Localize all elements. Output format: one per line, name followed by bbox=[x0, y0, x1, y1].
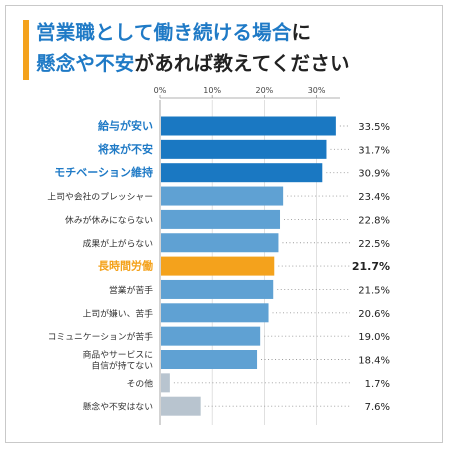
bar bbox=[161, 116, 336, 136]
value-label: 30.9% bbox=[358, 169, 390, 180]
chart-title: 営業職として働き続ける場合に 懸念や不安があれば教えてください bbox=[36, 17, 436, 79]
title-line-2: 懸念や不安があれば教えてください bbox=[36, 48, 436, 79]
bar bbox=[161, 233, 279, 253]
title-accent-bar bbox=[23, 20, 29, 80]
value-label: 21.5% bbox=[358, 285, 390, 296]
bar bbox=[161, 303, 269, 323]
bar bbox=[161, 396, 201, 416]
title-line-1: 営業職として働き続ける場合に bbox=[36, 17, 436, 48]
value-label: 31.7% bbox=[358, 145, 390, 156]
x-tick-label: 0% bbox=[154, 86, 167, 95]
category-label: 営業が苦手 bbox=[109, 284, 153, 296]
value-label: 19.0% bbox=[358, 332, 390, 343]
category-label: コミュニケーションが苦手 bbox=[48, 331, 154, 343]
category-label: 懸念や不安はない bbox=[83, 401, 154, 413]
title-line-1-rest: に bbox=[291, 21, 312, 44]
title-line-2-rest: があれば教えてください bbox=[134, 52, 350, 75]
category-label: 商品やサービスに bbox=[83, 349, 153, 361]
title-line-1-highlight: 営業職として働き続ける場合 bbox=[36, 21, 292, 44]
category-label: 長時間労働 bbox=[98, 259, 153, 273]
bar bbox=[161, 209, 281, 229]
category-label: 給与が安い bbox=[98, 119, 153, 133]
bar bbox=[161, 256, 275, 276]
category-label: 自信が持てない bbox=[91, 360, 153, 372]
x-tick-label: 30% bbox=[308, 86, 326, 95]
value-label: 33.5% bbox=[358, 122, 390, 133]
bar bbox=[161, 139, 327, 159]
value-label: 20.6% bbox=[358, 309, 390, 320]
value-label: 22.5% bbox=[358, 239, 390, 250]
title-line-2-highlight: 懸念や不安 bbox=[36, 52, 135, 75]
value-label: 21.7% bbox=[352, 260, 390, 273]
value-label: 7.6% bbox=[365, 402, 390, 413]
bar bbox=[161, 279, 274, 299]
category-label: その他 bbox=[127, 377, 154, 389]
category-label: 将来が不安 bbox=[98, 142, 153, 156]
value-label: 18.4% bbox=[358, 356, 390, 367]
bar bbox=[161, 373, 170, 393]
category-label: 上司や会社のプレッシャー bbox=[47, 191, 153, 203]
x-tick-label: 20% bbox=[256, 86, 274, 95]
value-label: 22.8% bbox=[358, 215, 390, 226]
bar bbox=[161, 163, 323, 183]
x-tick-label: 10% bbox=[203, 86, 221, 95]
value-label: 23.4% bbox=[358, 192, 390, 203]
category-label: 休みが休みにならない bbox=[65, 214, 153, 226]
bar bbox=[161, 326, 261, 346]
bar bbox=[161, 350, 258, 369]
category-label: 成果が上がらない bbox=[83, 237, 154, 249]
category-label: モチベーション維持 bbox=[54, 165, 153, 179]
bar bbox=[161, 186, 284, 206]
category-label: 上司が嫌い、苦手 bbox=[83, 307, 154, 319]
value-label: 1.7% bbox=[365, 379, 390, 390]
